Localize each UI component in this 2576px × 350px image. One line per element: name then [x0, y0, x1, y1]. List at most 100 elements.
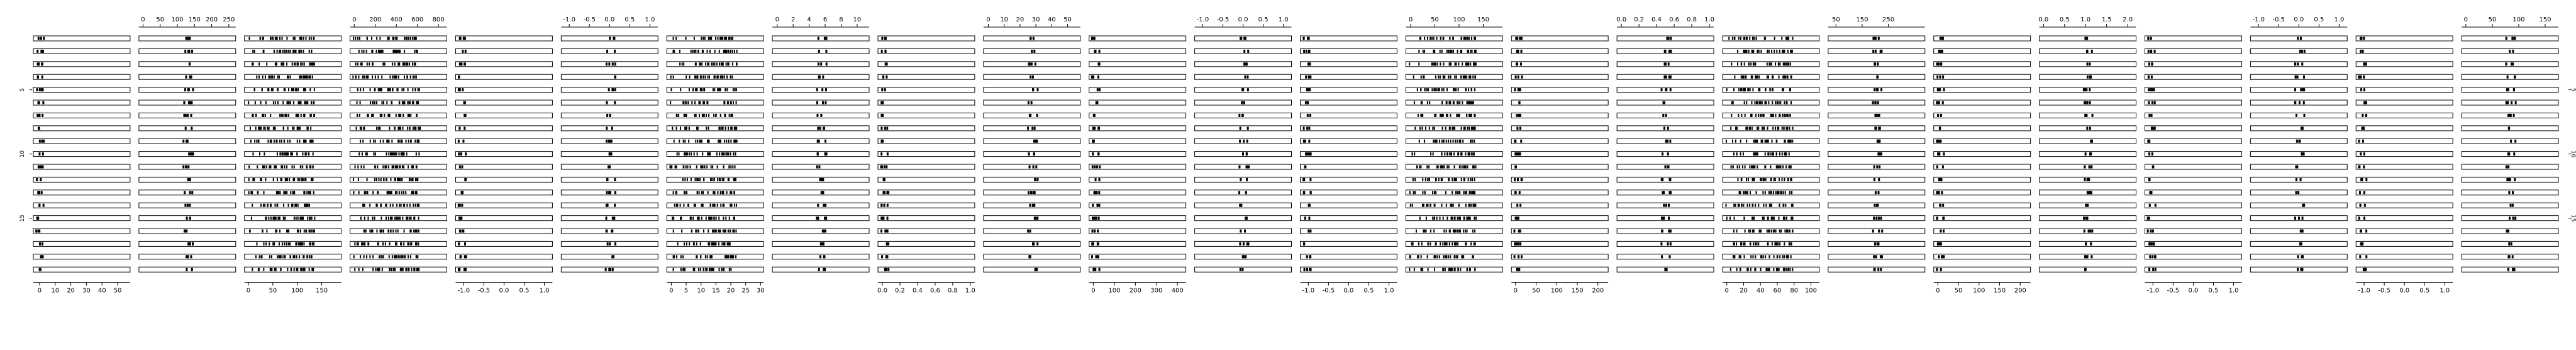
data-mark — [1743, 203, 1745, 207]
data-mark — [614, 75, 616, 79]
data-mark — [1452, 242, 1453, 246]
data-mark — [409, 37, 411, 40]
data-mark — [415, 229, 417, 233]
data-mark — [295, 217, 297, 220]
data-mark — [289, 139, 291, 143]
data-mark — [1411, 203, 1413, 207]
data-mark — [707, 101, 709, 104]
strip-panel — [33, 254, 131, 260]
data-mark — [1764, 139, 1766, 143]
strip-panel — [1933, 99, 2031, 106]
data-mark — [398, 217, 400, 220]
data-mark — [695, 113, 697, 117]
data-mark — [1765, 268, 1767, 271]
strip-panel — [2355, 202, 2453, 208]
data-mark — [2509, 113, 2511, 117]
data-mark — [2090, 255, 2093, 259]
data-mark — [38, 101, 40, 104]
data-mark — [269, 242, 270, 246]
data-mark — [1665, 268, 1668, 271]
data-mark — [1474, 49, 1475, 53]
data-mark — [1775, 242, 1777, 246]
tick-label: 0.5 — [519, 288, 530, 295]
data-mark — [2365, 113, 2368, 117]
data-mark — [1747, 88, 1749, 92]
data-mark — [286, 101, 288, 104]
data-mark — [735, 127, 736, 130]
data-mark — [375, 268, 377, 271]
data-mark — [1779, 229, 1780, 233]
data-mark — [186, 229, 188, 233]
data-mark — [277, 255, 279, 259]
data-mark — [1033, 49, 1036, 53]
data-mark — [732, 88, 734, 92]
data-mark — [397, 229, 399, 233]
data-mark — [1670, 37, 1672, 40]
tick-label: 0.8 — [948, 288, 958, 295]
data-mark — [1444, 242, 1446, 246]
data-mark — [1767, 242, 1768, 246]
strip-panel — [2355, 61, 2453, 67]
data-mark — [712, 62, 714, 66]
data-mark — [306, 101, 308, 104]
data-mark — [1751, 127, 1753, 130]
data-mark — [2085, 88, 2088, 92]
data-mark — [733, 139, 735, 143]
data-mark — [821, 101, 824, 104]
data-mark — [266, 62, 268, 66]
data-mark — [724, 37, 726, 40]
data-mark — [611, 217, 614, 220]
data-mark — [1663, 62, 1666, 66]
data-mark — [1878, 139, 1880, 143]
data-mark — [883, 191, 886, 195]
data-mark — [396, 242, 397, 246]
strip-panel — [33, 48, 131, 54]
data-mark — [1873, 217, 1875, 220]
data-mark — [391, 165, 393, 169]
data-mark — [1747, 268, 1749, 271]
data-mark — [397, 178, 399, 181]
data-mark — [1779, 49, 1780, 53]
data-mark — [395, 242, 397, 246]
strip-panel — [1616, 189, 1714, 196]
data-mark — [1027, 127, 1030, 130]
strip-panel — [1405, 202, 1503, 208]
data-mark — [1771, 229, 1773, 233]
data-mark — [1750, 127, 1752, 130]
data-mark — [268, 75, 270, 79]
data-mark — [679, 139, 680, 143]
data-mark — [1454, 255, 1456, 259]
data-mark — [2358, 75, 2360, 79]
data-mark — [272, 88, 274, 92]
data-mark — [268, 127, 270, 130]
data-mark — [1741, 203, 1743, 207]
data-mark — [724, 101, 726, 104]
data-mark — [1243, 139, 1245, 143]
data-mark — [1939, 203, 1941, 207]
data-mark — [691, 229, 692, 233]
data-mark — [1432, 191, 1434, 195]
data-mark — [366, 255, 368, 259]
strip-panel — [877, 48, 975, 54]
data-mark — [280, 49, 282, 53]
strip-panel — [1089, 125, 1187, 132]
data-mark — [1097, 217, 1100, 220]
data-mark — [1753, 152, 1755, 156]
data-mark — [1474, 178, 1475, 181]
data-mark — [816, 139, 819, 143]
tick-label: 0.2 — [1634, 16, 1644, 23]
data-mark — [705, 113, 707, 117]
strip-panel — [1511, 112, 1609, 118]
data-mark — [415, 75, 417, 79]
data-mark — [680, 88, 682, 92]
tick-label: 150 — [316, 288, 328, 295]
data-mark — [1754, 101, 1756, 104]
data-mark — [1772, 127, 1774, 130]
data-mark — [1307, 88, 1310, 92]
data-mark — [1243, 62, 1245, 66]
data-mark — [287, 127, 289, 130]
data-mark — [1768, 191, 1770, 195]
data-mark — [1762, 127, 1763, 130]
data-mark — [880, 139, 883, 143]
